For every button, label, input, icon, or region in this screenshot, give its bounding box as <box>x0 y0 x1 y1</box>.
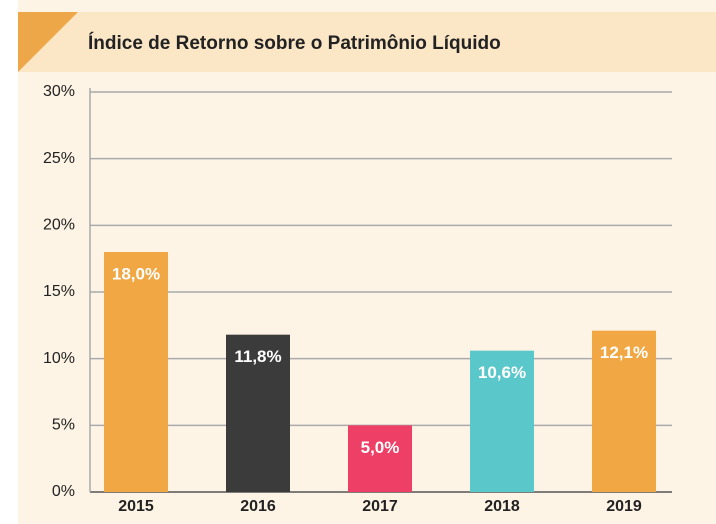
value-label: 12,1% <box>600 343 648 362</box>
header-band <box>18 12 716 72</box>
bar <box>104 252 168 492</box>
y-tick-label: 30% <box>43 83 75 100</box>
x-tick-label: 2019 <box>606 498 642 515</box>
x-tick-label: 2018 <box>484 498 520 515</box>
y-tick-label: 5% <box>52 417 75 434</box>
y-tick-label: 20% <box>43 217 75 234</box>
bar <box>348 425 412 492</box>
value-label: 11,8% <box>234 347 281 366</box>
y-tick-label: 10% <box>43 350 75 367</box>
y-tick-label: 0% <box>52 483 75 500</box>
bar <box>592 330 656 492</box>
bar <box>470 350 534 492</box>
y-tick-label: 25% <box>43 150 75 167</box>
x-tick-label: 2017 <box>362 498 398 515</box>
value-label: 10,6% <box>478 363 526 382</box>
value-label: 18,0% <box>112 264 160 283</box>
bar <box>226 334 290 492</box>
chart-title: Índice de Retorno sobre o Patrimônio Líq… <box>88 32 501 54</box>
y-tick-label: 15% <box>43 283 75 300</box>
header-corner <box>18 12 78 72</box>
x-tick-label: 2015 <box>118 498 154 515</box>
x-tick-label: 2016 <box>240 498 276 515</box>
value-label: 5,0% <box>361 438 400 457</box>
